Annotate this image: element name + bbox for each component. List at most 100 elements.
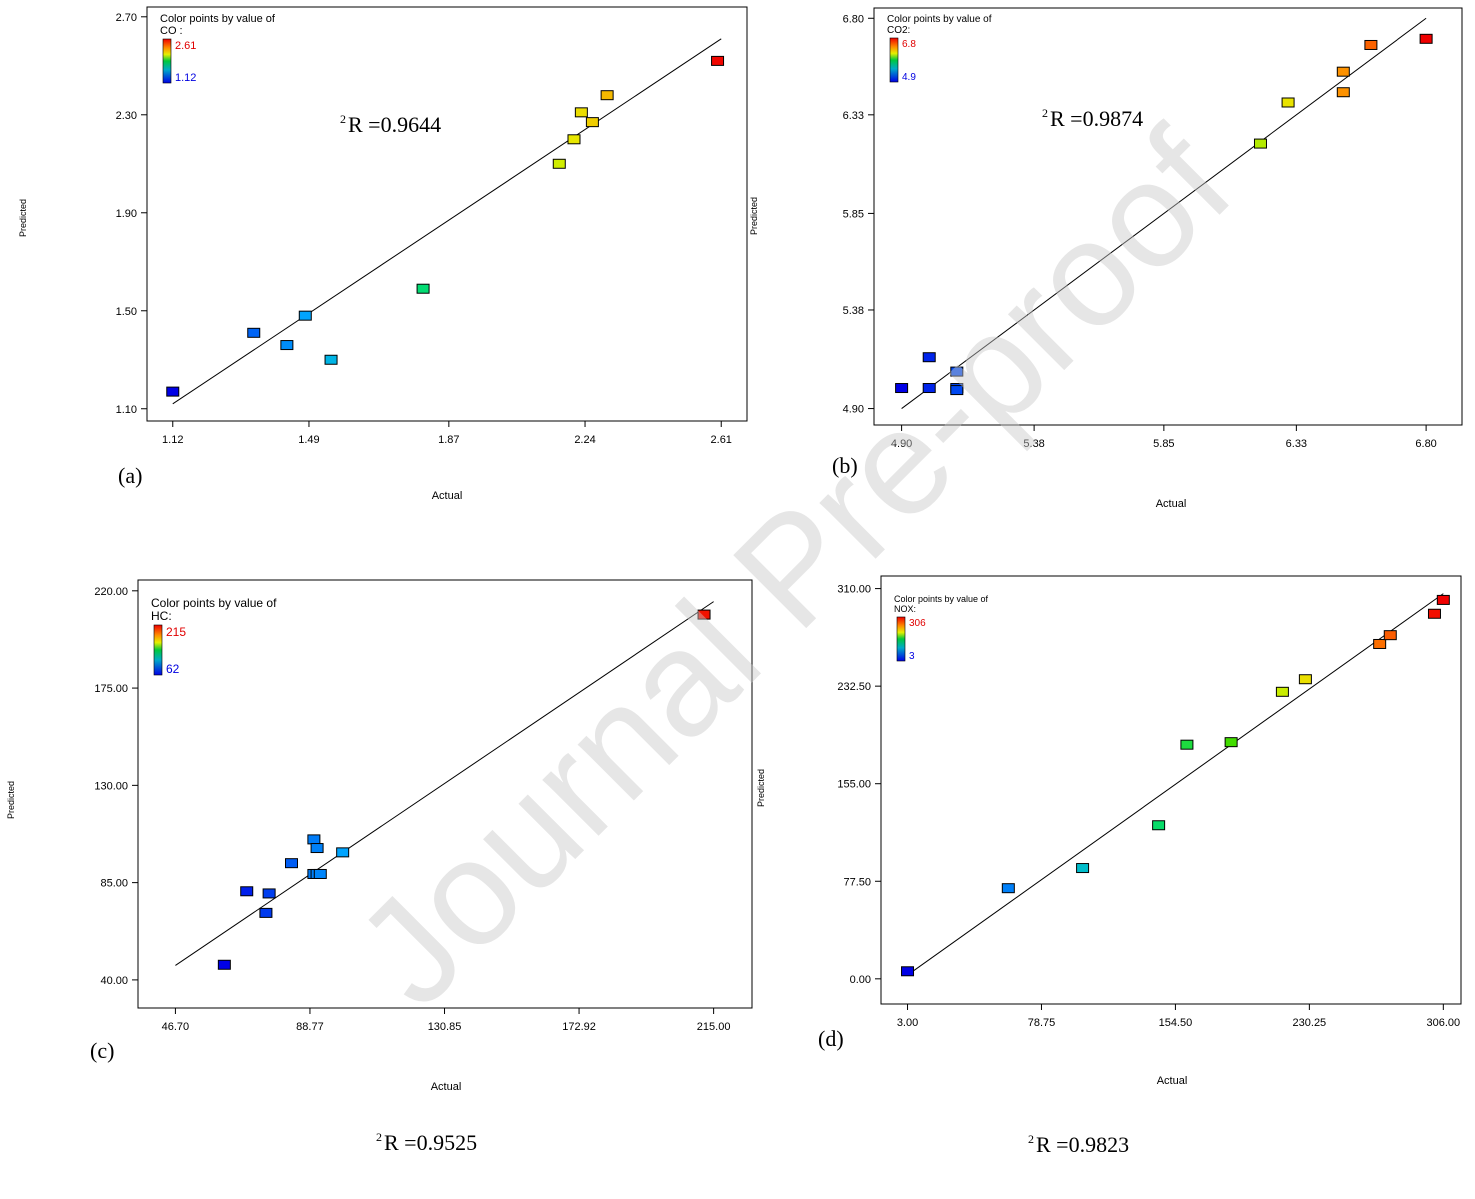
y-tick-label: 232.50 — [837, 681, 871, 693]
data-point — [1427, 608, 1441, 619]
legend-variable: CO : — [160, 25, 183, 37]
data-point — [552, 158, 566, 169]
y-tick-label: 2.70 — [116, 12, 137, 24]
y-axis-label: Predicted — [749, 197, 759, 235]
data-point — [280, 340, 294, 351]
y-axis-label: Predicted — [756, 769, 766, 807]
y-tick-label: 6.33 — [843, 110, 864, 122]
plot-frame — [873, 7, 1463, 426]
data-point — [1336, 87, 1350, 98]
y-tick-label: 310.00 — [837, 584, 871, 596]
chart-panel-2 — [868, 7, 1463, 431]
y-tick-label: 0.00 — [850, 974, 871, 986]
plot-frame — [137, 579, 753, 1009]
r2-annotation: R =0.9874 — [1050, 106, 1143, 131]
r2-annotation: R =0.9823 — [1036, 1132, 1129, 1157]
legend-colorbar — [889, 37, 899, 83]
y-tick-label: 220.00 — [94, 586, 128, 598]
legend-min-value: 62 — [166, 662, 180, 676]
r2-superscript: 2 — [340, 112, 346, 126]
chart-panel-4 — [875, 575, 1462, 1010]
legend-variable: NOX: — [894, 604, 916, 614]
r2-superscript: 2 — [376, 1130, 382, 1144]
x-tick-label: 230.25 — [1293, 1017, 1327, 1029]
y-tick-label: 1.90 — [116, 208, 137, 220]
data-point — [416, 283, 430, 294]
panel-label: (c) — [90, 1038, 114, 1063]
data-point — [1373, 638, 1387, 649]
panel-label: (d) — [818, 1026, 844, 1051]
data-point — [697, 609, 711, 620]
data-point — [1253, 138, 1267, 149]
y-tick-label: 155.00 — [837, 779, 871, 791]
legend-title: Color points by value of — [887, 14, 992, 25]
y-tick-label: 6.80 — [843, 13, 864, 25]
x-tick-label: 4.90 — [891, 438, 912, 450]
y-tick-label: 77.50 — [843, 876, 871, 888]
r2-superscript: 2 — [1042, 106, 1048, 120]
y-tick-label: 2.30 — [116, 110, 137, 122]
data-point — [585, 117, 599, 128]
y-axis-label: Predicted — [6, 781, 16, 819]
r2-superscript: 2 — [1028, 1132, 1034, 1146]
y-tick-label: 1.10 — [116, 404, 137, 416]
r2-annotation: R =0.9525 — [384, 1130, 477, 1155]
x-tick-label: 78.75 — [1028, 1017, 1056, 1029]
y-tick-label: 175.00 — [94, 683, 128, 695]
legend-max-value: 306 — [909, 618, 926, 629]
data-point — [298, 310, 312, 321]
data-point — [1076, 863, 1090, 874]
x-tick-label: 1.87 — [438, 434, 459, 446]
y-tick-label: 85.00 — [100, 878, 128, 890]
data-point — [307, 834, 321, 845]
x-tick-label: 5.38 — [1023, 438, 1044, 450]
data-point — [950, 366, 964, 377]
data-point — [1364, 39, 1378, 50]
data-point — [922, 383, 936, 394]
x-tick-label: 154.50 — [1159, 1017, 1193, 1029]
panel-label: (b) — [832, 453, 858, 478]
data-point — [240, 886, 254, 897]
data-point — [1281, 97, 1295, 108]
data-point — [1224, 737, 1238, 748]
y-tick-label: 4.90 — [843, 404, 864, 416]
x-tick-label: 172.92 — [562, 1021, 596, 1033]
legend-min-value: 1.12 — [175, 72, 196, 84]
x-tick-label: 1.49 — [298, 434, 319, 446]
x-tick-label: 6.80 — [1415, 438, 1436, 450]
data-point — [247, 327, 261, 338]
legend-min-value: 3 — [909, 651, 915, 662]
x-tick-label: 3.00 — [897, 1017, 918, 1029]
data-point — [166, 386, 180, 397]
data-point — [1419, 33, 1433, 44]
data-point — [711, 55, 725, 66]
x-tick-label: 6.33 — [1286, 438, 1307, 450]
legend-title: Color points by value of — [160, 13, 276, 25]
legend-colorbar — [153, 624, 163, 676]
x-tick-label: 306.00 — [1426, 1017, 1460, 1029]
y-tick-label: 5.38 — [843, 305, 864, 317]
x-tick-label: 5.85 — [1153, 438, 1174, 450]
y-tick-label: 40.00 — [100, 975, 128, 987]
fit-line — [907, 593, 1444, 976]
data-point — [1436, 594, 1450, 605]
x-tick-label: 88.77 — [296, 1021, 324, 1033]
legend-max-value: 215 — [166, 625, 186, 639]
data-point — [950, 385, 964, 396]
data-point — [574, 107, 588, 118]
data-point — [1383, 630, 1397, 641]
data-point — [285, 858, 298, 869]
legend-max-value: 2.61 — [175, 40, 196, 52]
y-tick-label: 130.00 — [94, 780, 128, 792]
data-point — [1275, 686, 1289, 697]
y-axis-label: Predicted — [18, 199, 28, 237]
data-point — [895, 383, 909, 394]
plot-frame — [146, 6, 748, 422]
legend-max-value: 6.8 — [902, 39, 916, 50]
data-point — [259, 907, 273, 918]
legend-variable: CO2: — [887, 25, 910, 36]
data-point — [1298, 674, 1312, 685]
x-tick-label: 215.00 — [697, 1021, 731, 1033]
data-point — [313, 868, 327, 879]
data-point — [600, 90, 614, 101]
